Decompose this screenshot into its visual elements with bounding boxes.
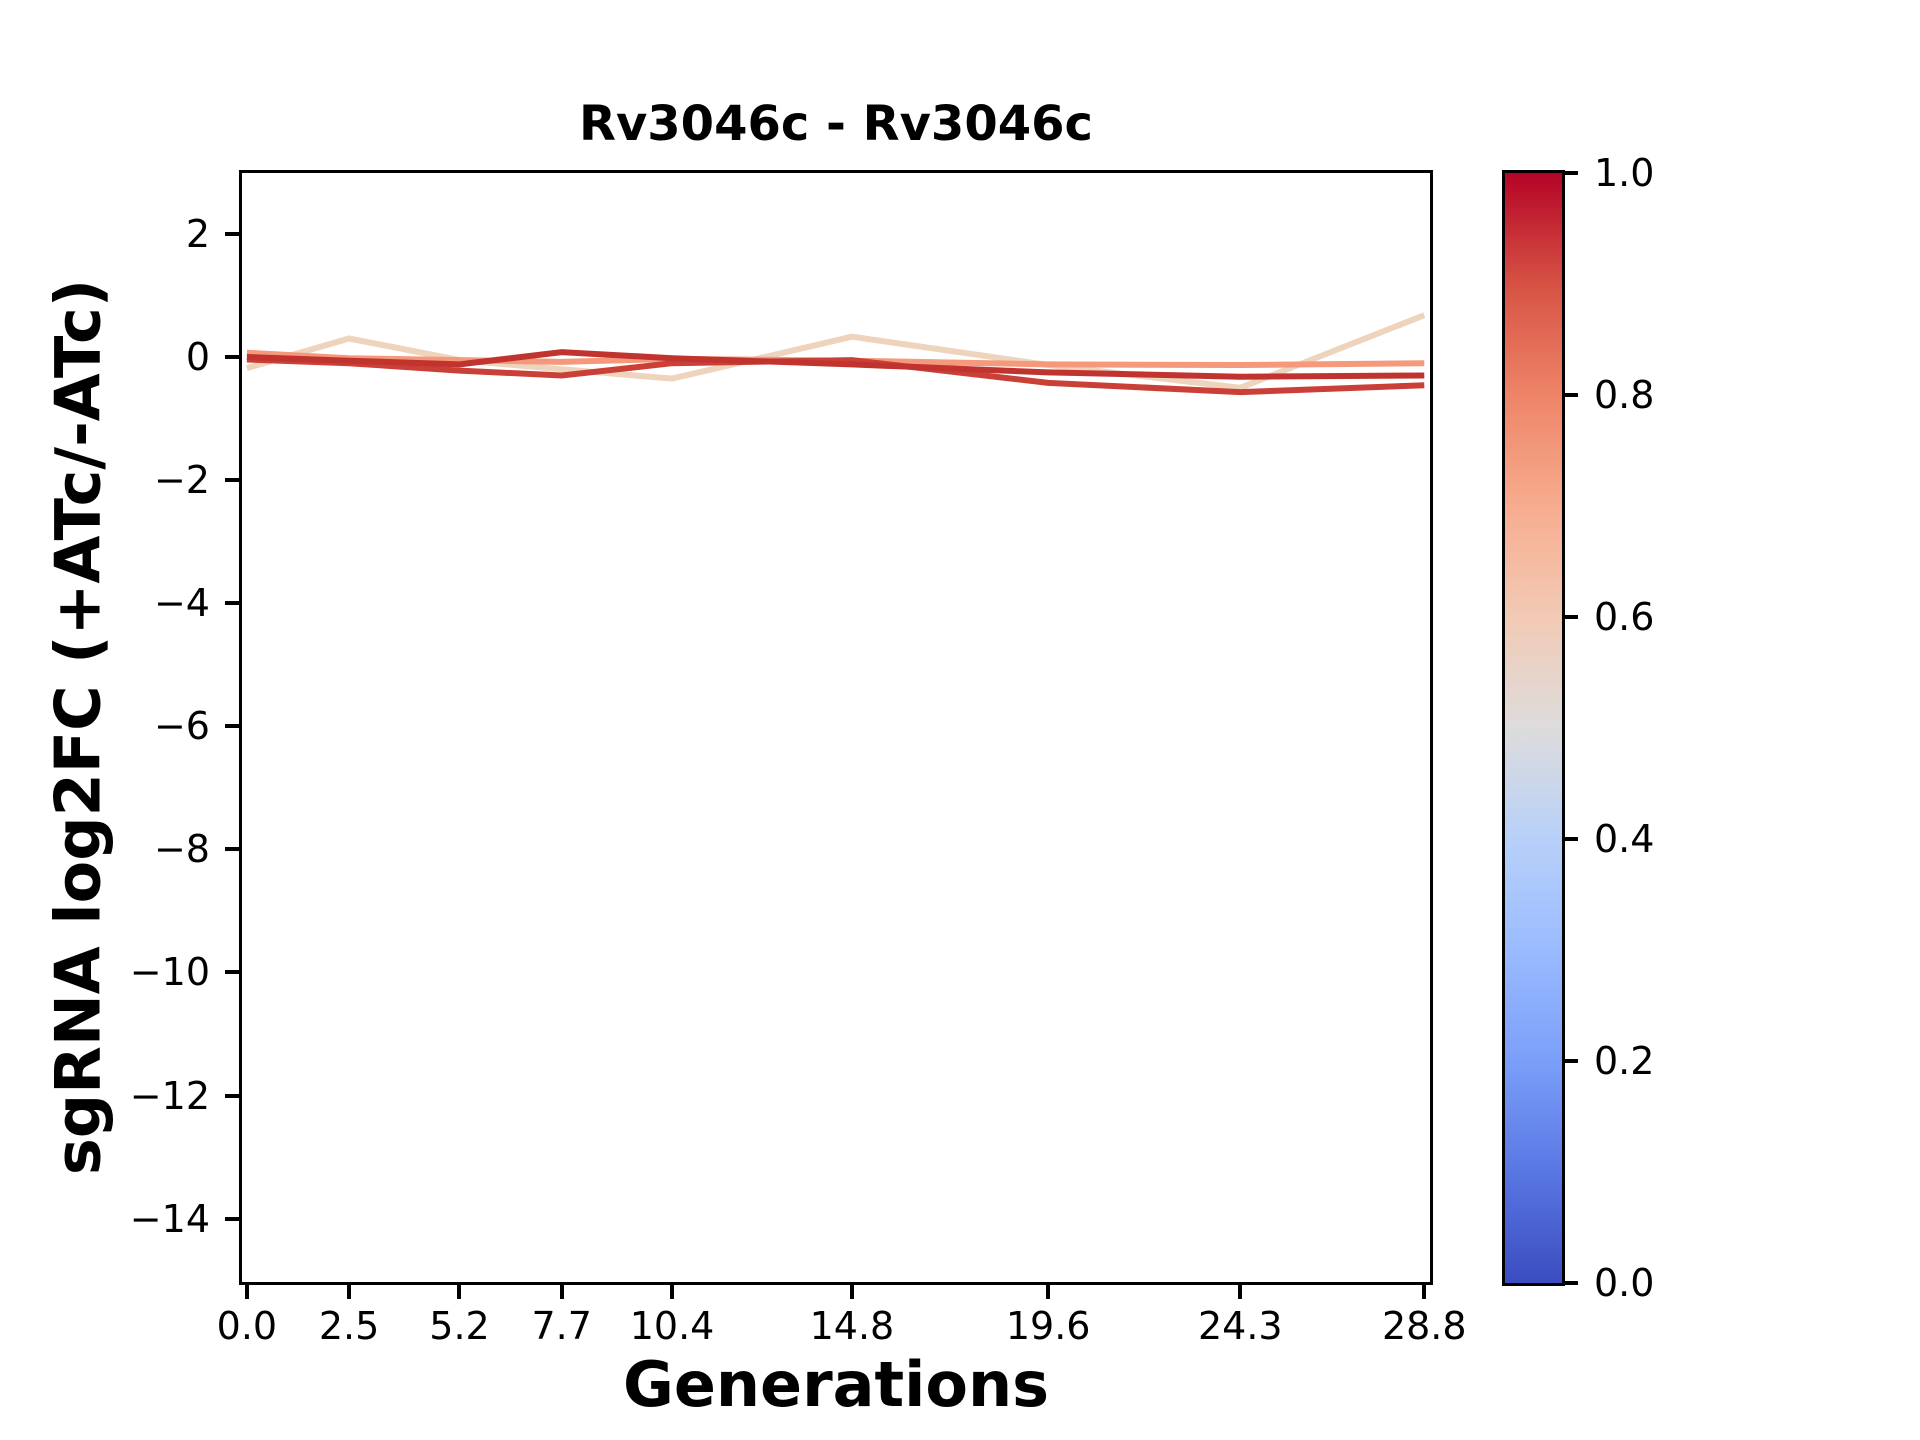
colorbar-tick-label: 0.6 (1594, 595, 1655, 639)
y-tick-label: 2 (185, 211, 210, 256)
y-tick (225, 1216, 242, 1221)
y-tick (225, 231, 242, 236)
colorbar-tick-label: 0.0 (1594, 1261, 1655, 1305)
x-tick-label: 7.7 (531, 1304, 592, 1348)
x-axis-label: Generations (622, 1348, 1050, 1421)
y-tick-label: 0 (185, 335, 210, 379)
x-tick (347, 1282, 352, 1299)
y-tick-label: −10 (129, 950, 210, 995)
y-tick-label: −14 (129, 1196, 210, 1241)
colorbar (1502, 170, 1565, 1286)
y-tick (225, 355, 242, 359)
colorbar-tick (1562, 615, 1578, 619)
y-tick (225, 1093, 242, 1098)
x-tick (1238, 1282, 1243, 1299)
y-tick (225, 847, 242, 852)
series-line-sgRNA-3 (246, 356, 1425, 396)
colorbar-tick (1562, 1059, 1578, 1063)
y-tick (225, 601, 242, 606)
y-tick-label: −12 (129, 1073, 210, 1118)
data-lines (246, 312, 1426, 396)
x-tick-label: 28.8 (1381, 1304, 1467, 1348)
x-tick (849, 1282, 854, 1299)
series-line-sgRNA-1 (246, 312, 1426, 391)
x-tick (670, 1282, 675, 1299)
x-tick-label: 2.5 (318, 1304, 380, 1348)
y-tick-label: −2 (153, 458, 210, 503)
y-tick-label: −6 (153, 704, 210, 749)
x-tick-label: 24.3 (1198, 1304, 1283, 1348)
colorbar-tick (1562, 837, 1578, 841)
colorbar-tick (1562, 393, 1578, 397)
colorbar-tick-label: 0.2 (1594, 1039, 1655, 1083)
y-tick (225, 478, 242, 483)
x-tick (1422, 1282, 1427, 1299)
y-tick-label: −8 (153, 827, 210, 872)
x-tick-label: 10.4 (629, 1304, 715, 1348)
colorbar-tick (1562, 171, 1578, 175)
x-tick-label: 5.2 (429, 1304, 490, 1348)
y-tick-label: −4 (153, 581, 210, 626)
y-tick (225, 970, 242, 975)
x-tick-label: 19.6 (1005, 1304, 1091, 1348)
colorbar-tick (1562, 1281, 1578, 1285)
colorbar-tick-label: 0.4 (1594, 817, 1655, 861)
x-tick (1046, 1282, 1051, 1299)
x-tick (559, 1282, 564, 1299)
x-tick (244, 1282, 249, 1299)
series-line-sgRNA-4 (246, 349, 1425, 380)
y-tick (225, 724, 242, 729)
colorbar-tick-label: 0.8 (1594, 373, 1655, 417)
colorbar-tick-label: 1.0 (1594, 151, 1655, 195)
x-tick (457, 1282, 462, 1299)
chart-title: Rv3046c - Rv3046c (579, 96, 1093, 152)
x-tick-label: 0.0 (216, 1304, 278, 1348)
x-tick-label: 14.8 (809, 1304, 895, 1348)
